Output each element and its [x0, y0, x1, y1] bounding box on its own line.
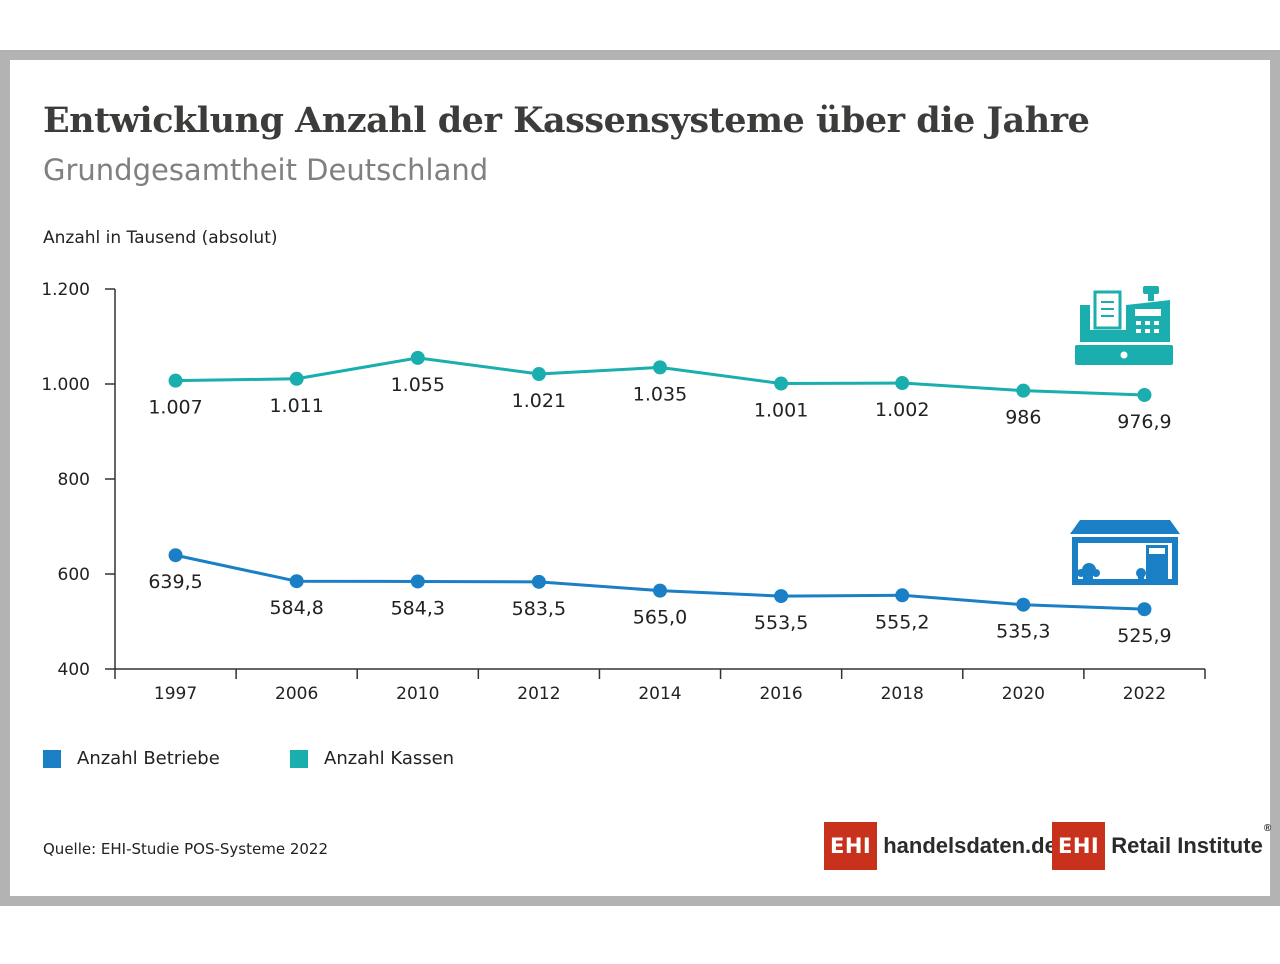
logo-handelsdaten: EHI handelsdaten.de [824, 822, 1057, 870]
x-tick-label: 1997 [154, 684, 197, 704]
data-label: 584,8 [269, 597, 323, 619]
data-point [168, 548, 183, 563]
logo-retail-institute-label: Retail Institute [1111, 833, 1263, 858]
y-axis-label: Anzahl in Tausend (absolut) [43, 228, 278, 248]
data-label: 535,3 [996, 621, 1050, 643]
y-tick-label: 400 [58, 660, 90, 680]
data-point [1016, 383, 1031, 398]
x-tick-label: 2012 [517, 684, 560, 704]
data-point [531, 574, 546, 589]
legend-item-kassen: Anzahl Kassen [290, 748, 454, 769]
data-point [895, 588, 910, 603]
legend-label-kassen: Anzahl Kassen [324, 748, 455, 769]
axes: 400 600 800 1.000 1.200 1997 2006 2010 2012 2014 2… [41, 280, 1206, 704]
data-point [531, 367, 546, 382]
data-label: 1.055 [391, 374, 445, 396]
logo-ehi-box: EHI [824, 822, 878, 870]
data-point [895, 376, 910, 391]
data-label: 1.002 [875, 399, 929, 421]
chart-title: Entwicklung Anzahl der Kassensysteme übe… [43, 100, 1090, 141]
y-tick-label: 800 [58, 470, 90, 490]
data-point [289, 371, 304, 386]
legend-swatch-betriebe [43, 749, 61, 768]
x-tick-label: 2020 [1002, 684, 1045, 704]
source-note: Quelle: EHI-Studie POS-Systeme 2022 [43, 840, 329, 858]
logo-handelsdaten-text: handelsdaten.de [883, 833, 1057, 858]
y-tick-label: 1.200 [41, 280, 90, 300]
registered-mark: ® [1263, 823, 1272, 834]
data-point [410, 574, 425, 589]
series-layer: 639,5 584,8 584,3 583,5 565,0 553,5 555,2 535,3… [148, 350, 1172, 647]
data-label: 986 [1005, 407, 1041, 429]
y-tick-label: 1.000 [41, 375, 90, 395]
cash-register-icon [1075, 286, 1173, 365]
data-label: 1.011 [269, 395, 323, 417]
data-point [653, 583, 667, 598]
x-tick-label: 2018 [881, 684, 924, 704]
data-point [1137, 602, 1152, 617]
x-tick-label: 2022 [1123, 684, 1166, 704]
legend-swatch-kassen [290, 749, 308, 768]
data-label: 976,9 [1117, 411, 1171, 433]
logo-retail-institute: EHI Retail Institute® [1052, 822, 1271, 870]
data-point [774, 589, 789, 604]
x-tick-label: 2014 [638, 684, 681, 704]
chart-card [10, 60, 1270, 896]
data-point [289, 574, 304, 589]
data-label: 1.035 [633, 383, 687, 405]
data-label: 525,9 [1117, 625, 1171, 647]
logo-ehi-box: EHI [1052, 822, 1106, 870]
data-point [1016, 597, 1031, 612]
data-label: 639,5 [148, 571, 202, 593]
data-label: 1.001 [754, 400, 808, 422]
legend-item-betriebe: Anzahl Betriebe [43, 748, 220, 769]
x-tick-label: 2016 [759, 684, 802, 704]
legend-label-betriebe: Anzahl Betriebe [77, 748, 220, 769]
data-label: 583,5 [512, 598, 566, 620]
data-label: 584,3 [391, 597, 445, 619]
data-label: 555,2 [875, 611, 929, 633]
data-point [653, 360, 667, 375]
chart-subtitle: Grundgesamtheit Deutschland [43, 153, 489, 187]
data-label: 553,5 [754, 612, 808, 634]
data-label: 565,0 [633, 607, 687, 629]
data-point [1137, 387, 1152, 402]
data-point [168, 373, 183, 388]
data-point [410, 350, 425, 365]
x-tick-label: 2010 [396, 684, 439, 704]
data-label: 1.021 [512, 390, 566, 412]
y-tick-label: 600 [58, 565, 90, 585]
x-tick-label: 2006 [275, 684, 318, 704]
logo-retail-institute-text: Retail Institute® [1111, 823, 1271, 859]
store-icon [1070, 520, 1180, 585]
data-label: 1.007 [148, 397, 202, 419]
data-point [774, 376, 789, 391]
